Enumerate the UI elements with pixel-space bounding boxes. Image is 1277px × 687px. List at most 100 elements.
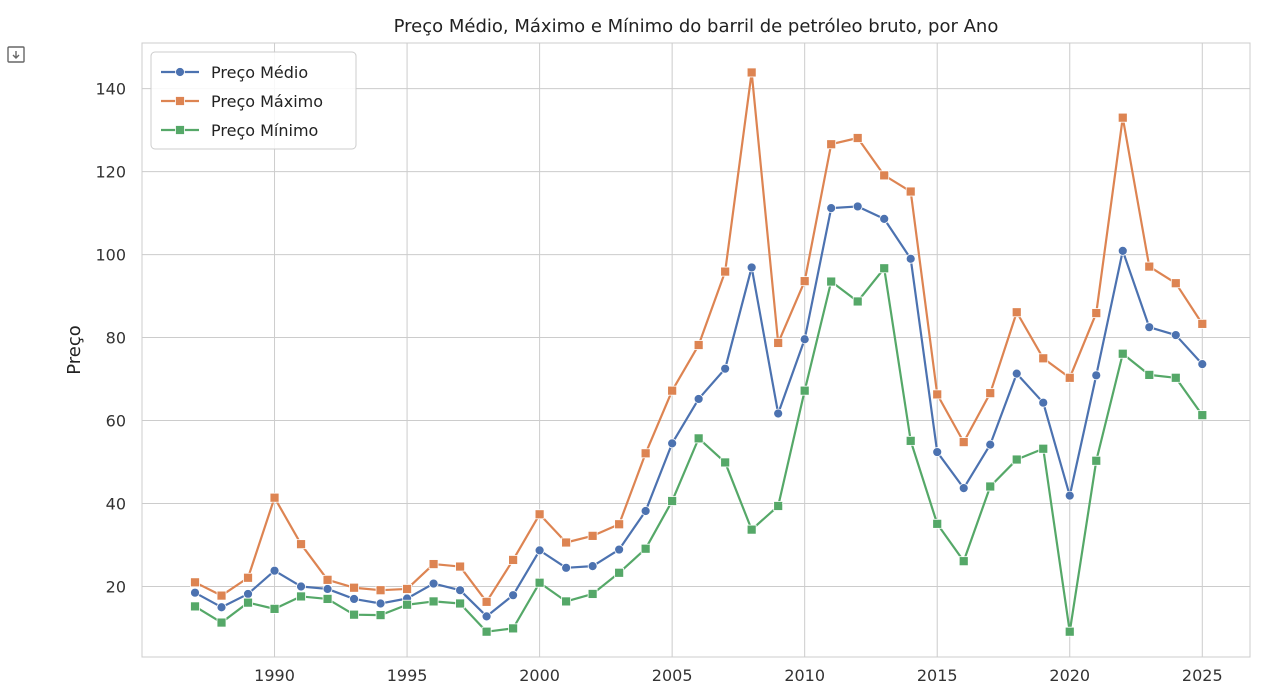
data-point: [481, 596, 492, 607]
data-point: [402, 599, 412, 610]
data-point: [1144, 261, 1155, 272]
data-point: [693, 433, 704, 444]
data-point: [826, 139, 837, 150]
data-point: [375, 585, 386, 596]
data-point: [428, 578, 439, 589]
x-tick-label: 1995: [387, 666, 428, 685]
legend-label: Preço Médio: [211, 63, 308, 82]
series-line-preco-medio: [194, 205, 1204, 618]
y-tick-label: 60: [106, 412, 126, 431]
data-point: [1091, 455, 1102, 466]
data-point: [587, 589, 598, 599]
data-point: [773, 501, 784, 511]
data-point: [1170, 372, 1181, 383]
legend-box: [150, 51, 357, 150]
data-point: [587, 561, 598, 572]
data-point: [773, 408, 784, 419]
x-tick-label: 2005: [652, 666, 693, 685]
data-point: [614, 544, 625, 555]
data-point: [852, 201, 863, 212]
data-point: [667, 438, 678, 449]
legend-label: Preço Máximo: [211, 92, 323, 111]
data-point: [508, 623, 519, 634]
data-point: [693, 340, 704, 350]
data-point: [932, 389, 943, 400]
x-tick-label: 1990: [254, 666, 295, 685]
x-tick-label: 2015: [917, 666, 958, 685]
data-point: [1117, 245, 1128, 256]
data-point: [879, 263, 890, 274]
data-point: [746, 262, 757, 273]
data-point: [985, 388, 996, 399]
x-tick-label: 2020: [1049, 666, 1090, 685]
data-point: [481, 626, 492, 637]
data-point: [534, 577, 545, 588]
data-point: [296, 591, 306, 602]
data-point: [349, 594, 359, 604]
data-point: [455, 598, 465, 609]
series-preco-medio: [190, 201, 1208, 622]
data-point: [190, 577, 200, 588]
data-point: [587, 530, 598, 541]
data-point: [296, 539, 306, 550]
data-point: [455, 585, 465, 596]
data-point: [958, 437, 969, 448]
data-point: [905, 435, 916, 446]
x-tick-label: 2000: [519, 666, 560, 685]
data-point: [375, 610, 386, 620]
data-point: [905, 253, 916, 264]
data-point: [561, 537, 572, 548]
legend-marker: [175, 96, 185, 106]
data-point: [296, 581, 306, 592]
data-point: [1038, 397, 1049, 408]
y-axis-label: Preço: [64, 325, 85, 375]
data-point: [1038, 353, 1049, 364]
data-point: [561, 562, 572, 573]
data-point: [640, 448, 651, 459]
data-point: [1064, 372, 1075, 383]
data-point: [879, 214, 890, 224]
data-point: [1144, 369, 1155, 380]
data-point: [402, 584, 412, 594]
data-point: [1117, 112, 1128, 123]
data-point: [720, 363, 731, 374]
data-point: [614, 567, 625, 578]
data-point: [269, 603, 280, 614]
y-tick-label: 40: [106, 495, 126, 514]
data-point: [269, 565, 280, 576]
y-tick-label: 120: [95, 163, 126, 182]
data-point: [322, 574, 333, 585]
data-point: [799, 334, 810, 345]
data-point: [693, 394, 704, 404]
data-point: [773, 338, 784, 348]
x-tick-label: 2025: [1182, 666, 1223, 685]
data-point: [190, 587, 200, 598]
data-point: [1064, 626, 1075, 637]
data-point: [985, 481, 996, 492]
data-point: [1197, 359, 1208, 370]
data-point: [508, 555, 519, 565]
series-preco-minimo: [190, 263, 1208, 637]
data-point: [216, 590, 227, 601]
series-preco-maximo: [190, 67, 1208, 607]
data-point: [216, 602, 227, 613]
x-tick-label: 2010: [784, 666, 825, 685]
data-point: [667, 496, 678, 506]
data-point: [1117, 348, 1128, 359]
data-point: [720, 457, 731, 468]
data-point: [508, 590, 519, 601]
data-point: [534, 545, 545, 556]
data-point: [1038, 443, 1049, 454]
expand-output-icon[interactable]: [6, 44, 28, 66]
data-point: [1011, 368, 1022, 379]
data-point: [1064, 490, 1075, 501]
series-line-preco-minimo: [194, 267, 1204, 633]
data-point: [190, 601, 200, 612]
data-point: [455, 561, 465, 572]
data-point: [349, 609, 359, 620]
data-point: [640, 506, 651, 516]
data-point: [826, 203, 837, 214]
legend-label: Preço Mínimo: [211, 121, 318, 140]
data-point: [322, 594, 333, 604]
data-point: [932, 447, 943, 457]
